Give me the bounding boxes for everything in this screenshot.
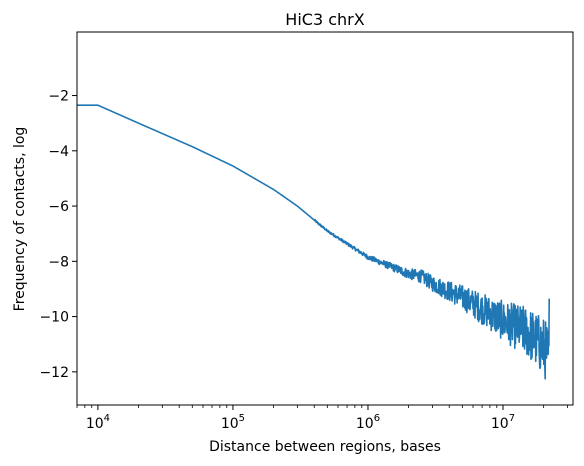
y-tick-label: −6: [48, 199, 69, 215]
y-tick-label: −4: [48, 144, 69, 160]
plot-area: −2 −4 −6 −8 −10 −12 104 105 106 107: [39, 31, 574, 432]
y-tick-label: −8: [48, 254, 69, 270]
y-tick-label: −2: [48, 89, 69, 105]
y-tick-label: −10: [39, 310, 69, 326]
x-tick-label: 105: [221, 413, 245, 432]
axes-frame: [76, 31, 574, 406]
x-tick-label: 107: [491, 413, 515, 432]
chart-title: HiC3 chrX: [285, 10, 364, 29]
y-axis-label: Frequency of contacts, log: [12, 127, 28, 312]
y-tick-label: −12: [39, 365, 69, 381]
x-tick-label: 104: [86, 413, 110, 432]
x-tick-label: 106: [356, 413, 380, 432]
x-axis-label: Distance between regions, bases: [209, 439, 441, 455]
series-line: [76, 104, 551, 380]
